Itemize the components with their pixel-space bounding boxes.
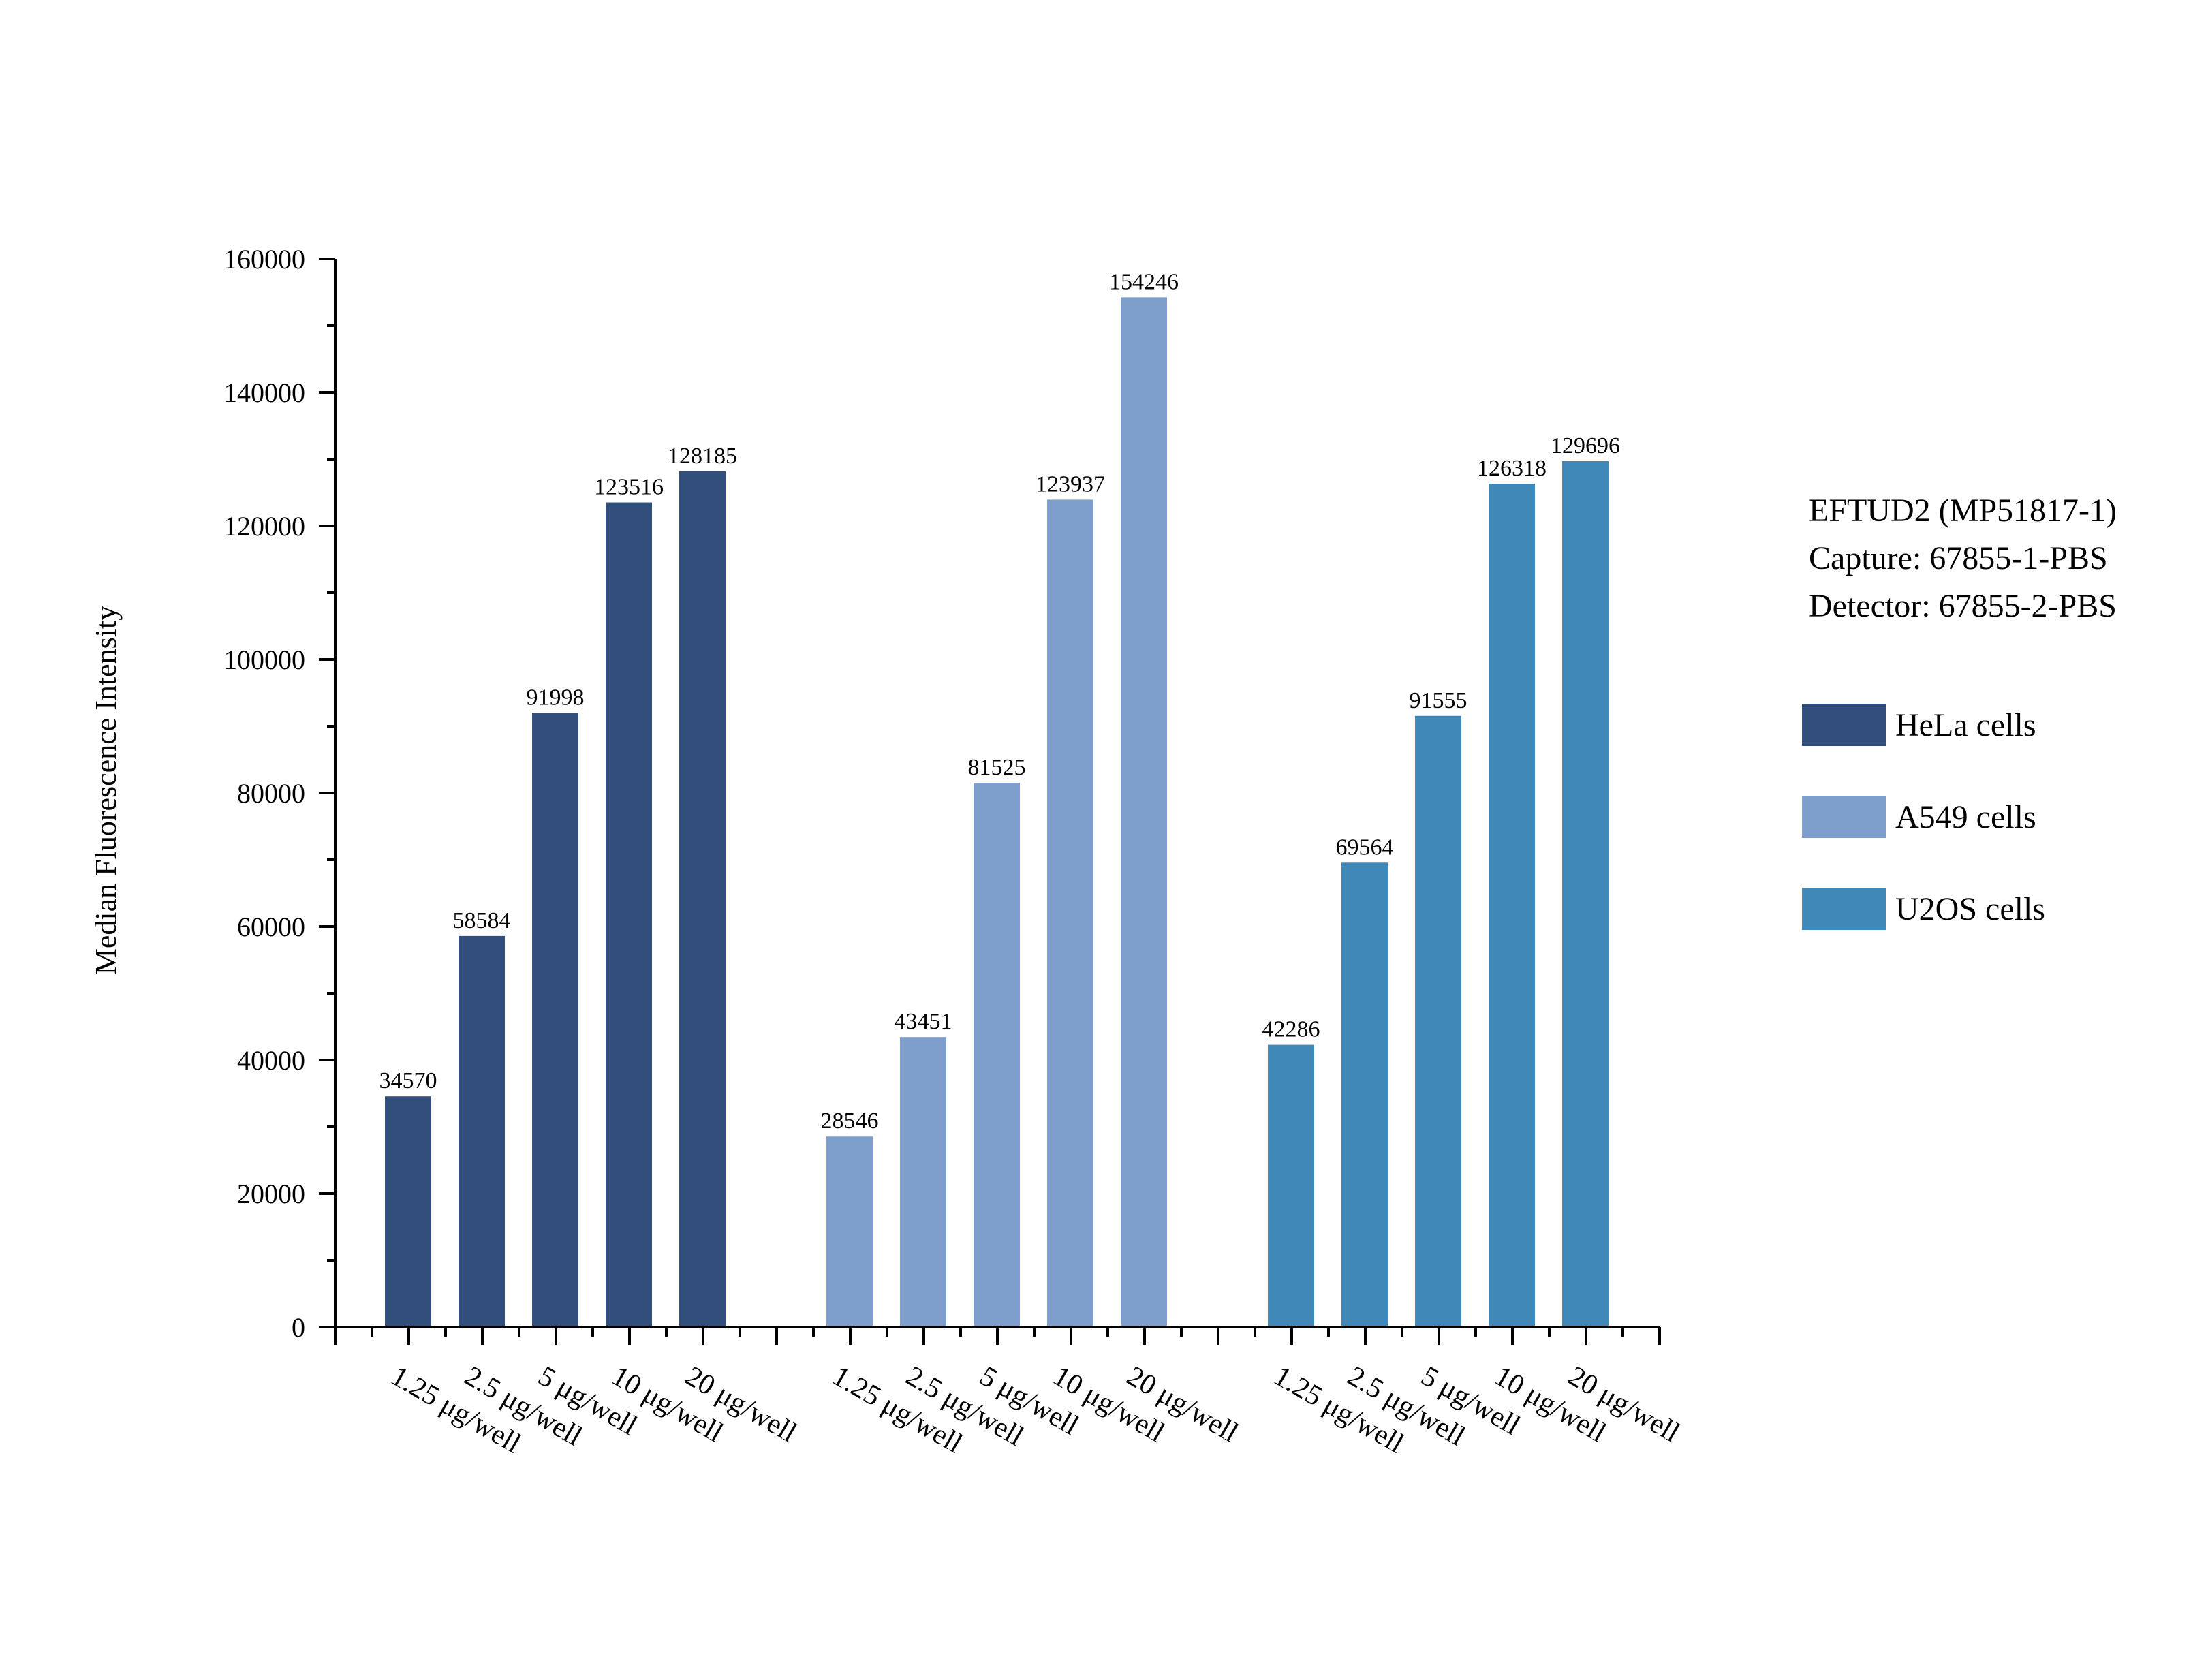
data-label: 129696 <box>1551 433 1620 458</box>
data-label: 128185 <box>668 444 737 469</box>
data-label: 154246 <box>1109 269 1179 294</box>
data-label: 69564 <box>1336 835 1394 860</box>
bar <box>606 502 652 1327</box>
bar <box>1121 297 1167 1328</box>
bar <box>385 1096 431 1327</box>
legend-label: HeLa cells <box>1895 707 2036 743</box>
y-tick-label: 160000 <box>223 244 305 275</box>
y-tick-label: 120000 <box>223 511 305 542</box>
data-label: 91555 <box>1410 688 1467 713</box>
info-line-antibody: EFTUD2 (MP51817-1) <box>1809 493 2117 529</box>
data-label: 123516 <box>594 475 664 500</box>
info-text-block: EFTUD2 (MP51817-1) Capture: 67855-1-PBS … <box>1809 493 2117 624</box>
y-tick-label: 100000 <box>223 644 305 675</box>
bar <box>1489 484 1535 1327</box>
bar <box>826 1136 873 1327</box>
legend: HeLa cells A549 cells U2OS cells <box>1802 704 2045 930</box>
legend-swatch <box>1802 888 1886 930</box>
bar <box>459 935 505 1327</box>
y-tick-label: 20000 <box>237 1179 305 1209</box>
info-line-detector: Detector: 67855-2-PBS <box>1809 588 2117 624</box>
bar <box>1415 715 1461 1327</box>
legend-label: U2OS cells <box>1895 891 2045 927</box>
bar <box>1268 1044 1314 1327</box>
data-label: 34570 <box>379 1068 437 1093</box>
y-tick-label: 140000 <box>223 377 305 408</box>
data-label: 43451 <box>895 1009 952 1034</box>
data-label: 58584 <box>453 908 511 933</box>
bar <box>974 783 1020 1327</box>
bar <box>679 471 726 1327</box>
y-tick-label: 0 <box>292 1312 305 1343</box>
y-axis-title: Median Fluorescence Intensity <box>89 606 123 976</box>
y-tick-label: 60000 <box>237 912 305 942</box>
legend-label: A549 cells <box>1895 799 2036 835</box>
bar <box>1341 862 1388 1327</box>
data-label: 126318 <box>1477 456 1547 481</box>
data-label: 42286 <box>1262 1017 1320 1042</box>
legend-swatch <box>1802 796 1886 838</box>
data-label: 81525 <box>968 755 1026 780</box>
y-tick-label: 80000 <box>237 778 305 809</box>
y-axis-title-group: Median Fluorescence Intensity <box>89 606 123 976</box>
data-label: 123937 <box>1036 471 1105 497</box>
info-line-capture: Capture: 67855-1-PBS <box>1809 540 2108 576</box>
y-tick-label: 40000 <box>237 1045 305 1076</box>
bar <box>1562 461 1609 1327</box>
legend-swatch <box>1802 704 1886 746</box>
data-label: 28546 <box>821 1108 879 1134</box>
bar <box>900 1037 946 1327</box>
data-label: 91998 <box>527 685 585 710</box>
bar <box>1047 499 1093 1327</box>
bar <box>532 713 578 1327</box>
